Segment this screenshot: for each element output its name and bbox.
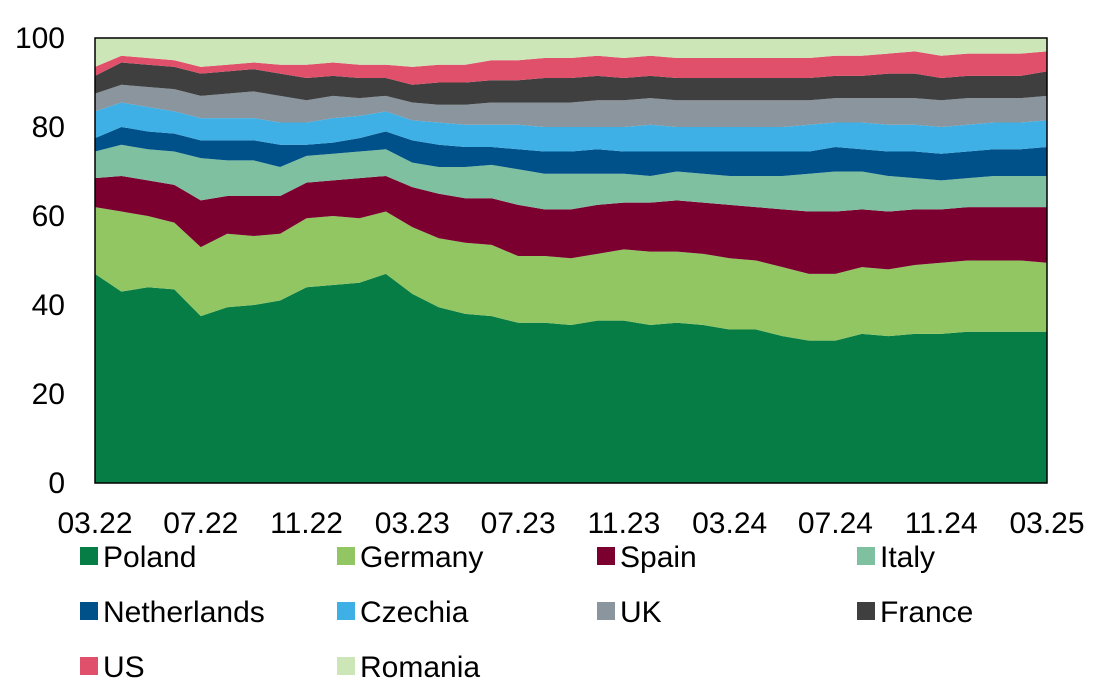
- legend-label: Romania: [360, 651, 480, 684]
- legend-item-romania: Romania: [337, 651, 480, 684]
- legend-label: US: [103, 651, 145, 684]
- x-tick-label: 11.22: [270, 507, 343, 540]
- area-us: [95, 51, 1047, 85]
- legend-item-uk: UK: [597, 596, 662, 629]
- x-axis: 03.22 07.22 11.22 03.23 07.23 11.23 03.24 07.24…: [57, 507, 1084, 540]
- legend: Poland Germany Spain Italy Netherlands Czechi…: [80, 541, 973, 684]
- legend-swatch: [80, 657, 98, 675]
- area-layers: [95, 38, 1047, 483]
- legend-swatch: [857, 602, 875, 620]
- area-uk: [95, 84, 1047, 127]
- legend-item-netherlands: Netherlands: [80, 596, 265, 629]
- area-germany: [95, 207, 1047, 341]
- y-tick-label: 100: [15, 22, 65, 55]
- legend-item-italy: Italy: [857, 541, 935, 574]
- x-tick-label: 11.24: [905, 507, 978, 540]
- legend-label: France: [880, 596, 973, 629]
- legend-label: Germany: [360, 541, 483, 574]
- x-tick-label: 07.23: [481, 507, 556, 540]
- y-tick-label: 40: [32, 289, 65, 322]
- y-tick-label: 60: [32, 200, 65, 233]
- legend-item-us: US: [80, 651, 145, 684]
- plot-frame: [94, 37, 1048, 484]
- x-tick-label: 07.24: [798, 507, 873, 540]
- x-tick-label: 03.25: [1009, 507, 1084, 540]
- legend-swatch: [597, 547, 615, 565]
- area-poland: [95, 273, 1047, 483]
- x-tick-label: 11.23: [587, 507, 660, 540]
- y-axis: 0 20 40 60 80 100: [15, 22, 65, 500]
- y-tick-label: 0: [48, 467, 65, 500]
- area-romania: [95, 38, 1047, 67]
- y-tick-label: 80: [32, 111, 65, 144]
- area-netherlands: [95, 127, 1047, 181]
- x-tick-label: 03.23: [375, 507, 450, 540]
- legend-swatch: [337, 602, 355, 620]
- legend-label: Netherlands: [103, 596, 265, 629]
- area-italy: [95, 144, 1047, 212]
- x-tick-label: 03.24: [692, 507, 767, 540]
- legend-label: UK: [620, 596, 662, 629]
- legend-swatch: [337, 657, 355, 675]
- legend-swatch: [80, 602, 98, 620]
- x-tick-label: 03.22: [57, 507, 132, 540]
- area-spain: [95, 175, 1047, 274]
- legend-label: Czechia: [360, 596, 469, 629]
- legend-item-poland: Poland: [80, 541, 196, 574]
- legend-swatch: [337, 547, 355, 565]
- legend-item-france: France: [857, 596, 973, 629]
- legend-label: Italy: [880, 541, 935, 574]
- legend-item-germany: Germany: [337, 541, 483, 574]
- legend-label: Poland: [103, 541, 196, 574]
- area-czechia: [95, 102, 1047, 154]
- legend-item-czechia: Czechia: [337, 596, 469, 629]
- x-tick-label: 07.22: [163, 507, 238, 540]
- legend-item-spain: Spain: [597, 541, 697, 574]
- area-france: [95, 62, 1047, 105]
- legend-swatch: [597, 602, 615, 620]
- legend-swatch: [80, 547, 98, 565]
- legend-swatch: [857, 547, 875, 565]
- y-tick-label: 20: [32, 378, 65, 411]
- legend-label: Spain: [620, 541, 697, 574]
